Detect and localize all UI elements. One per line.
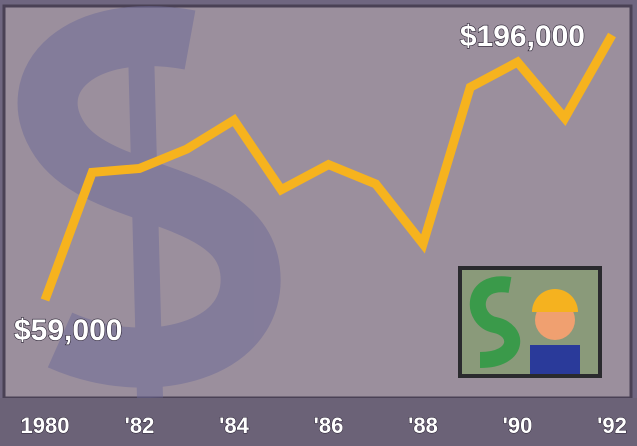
value-label: $196,000 [460,20,585,53]
value-label: $59,000 [14,314,122,347]
worker-icon [458,266,602,378]
x-tick-label: '88 [408,413,438,438]
dollar-decoration [17,6,281,399]
x-tick-label: '84 [219,413,249,438]
x-tick-label: '92 [597,413,627,438]
x-tick-label: '82 [125,413,155,438]
data-line [40,32,616,302]
axis-strip [0,398,637,446]
x-tick-label: '90 [503,413,533,438]
x-tick-label: 1980 [21,413,70,438]
x-tick-label: '86 [314,413,344,438]
